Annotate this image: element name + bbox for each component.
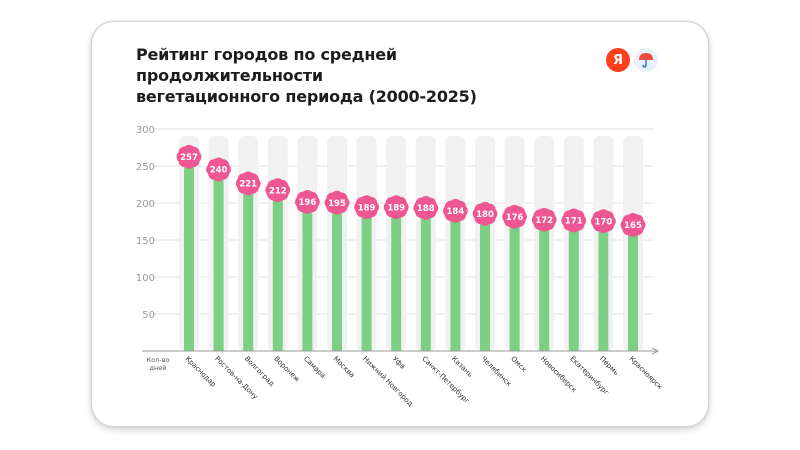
value-label: 189 [387, 203, 405, 213]
value-badge [383, 195, 409, 220]
value-badge [443, 198, 468, 223]
category-label: Омск [509, 355, 528, 374]
bar [420, 211, 431, 351]
value-badge [235, 171, 261, 196]
value-label: 184 [447, 207, 465, 217]
value-label: 212 [269, 186, 287, 196]
y-tick-label: 200 [136, 199, 155, 210]
category-label: Красноярск [628, 355, 664, 391]
value-badge [561, 208, 587, 233]
value-badge [472, 201, 498, 226]
y-tick-label: 100 [136, 273, 155, 284]
value-label: 172 [535, 216, 553, 226]
chart-title-line-2: вегетационного периода (2000-2025) [136, 87, 477, 106]
value-label: 195 [328, 199, 346, 209]
value-label: 171 [565, 217, 583, 227]
bar [213, 173, 224, 351]
bar [184, 160, 194, 351]
value-label: 180 [476, 210, 494, 220]
chart-card: Рейтинг городов по средней продолжительн… [92, 22, 708, 426]
value-label: 196 [299, 198, 317, 208]
y-tick-label: 300 [136, 125, 155, 136]
bar [332, 206, 342, 351]
value-label: 165 [624, 221, 642, 231]
bar [568, 224, 579, 351]
category-label: Казань [450, 355, 474, 379]
bar [243, 187, 254, 351]
bar [628, 228, 638, 351]
value-badge [265, 178, 291, 203]
umbrella-logo-icon [634, 48, 658, 72]
chart-title-line-1: Рейтинг городов по средней продолжительн… [136, 45, 397, 85]
category-label: Уфа [391, 355, 407, 371]
value-label: 176 [506, 213, 524, 223]
value-label: 188 [417, 204, 435, 214]
y-tick-label: 150 [136, 236, 155, 247]
value-badge [502, 204, 527, 229]
value-badge [620, 212, 646, 237]
value-badge [324, 190, 350, 215]
y-tick-label: 50 [142, 310, 155, 321]
value-badge [354, 195, 379, 220]
category-label: Пермь [598, 355, 620, 377]
bar-chart: 50 100 150 200 250 300 Кол-во дней 257 240 221 212 1… [136, 125, 664, 408]
bar [391, 211, 402, 351]
bar [480, 217, 490, 351]
bar [450, 214, 461, 351]
bar [598, 225, 609, 351]
category-label: Челябинск [480, 355, 513, 388]
category-label: Москва [332, 355, 357, 380]
value-label: 240 [210, 166, 228, 176]
value-label: 189 [358, 203, 376, 213]
value-badge [206, 157, 231, 182]
value-badge [531, 207, 557, 232]
value-badge [295, 190, 320, 214]
category-label: Нижний Новгород [361, 355, 414, 408]
value-label: 257 [180, 153, 198, 163]
yandex-logo-icon: Я [606, 48, 630, 72]
bar [361, 211, 372, 351]
value-badge [413, 195, 439, 220]
value-label: 170 [595, 217, 613, 227]
value-badge [591, 209, 616, 234]
y-tick-label: 250 [136, 162, 155, 173]
bar [272, 194, 283, 351]
value-label: 221 [239, 180, 257, 190]
x-axis-arrow-icon [651, 347, 660, 355]
chart-title: Рейтинг городов по средней продолжительн… [136, 44, 566, 107]
y-axis-label: Кол-во дней [147, 356, 170, 372]
value-badge [176, 144, 202, 169]
bar [509, 220, 520, 351]
bar [302, 205, 313, 351]
category-label: Самара [302, 355, 327, 380]
category-label: Воронеж [272, 355, 301, 384]
bar [539, 223, 550, 351]
